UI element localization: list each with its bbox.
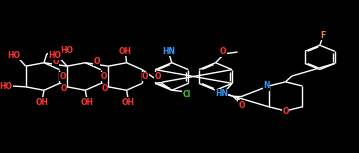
Text: N: N [264,82,270,90]
Text: OH: OH [122,98,135,107]
Text: O: O [59,72,66,81]
Text: Cl: Cl [182,90,191,99]
Text: HO: HO [49,51,62,60]
Text: F: F [321,30,326,39]
Text: HN: HN [163,47,176,56]
Text: O: O [142,72,148,81]
Text: O: O [94,57,100,66]
Text: O: O [101,84,108,93]
Text: OH: OH [36,98,49,107]
Text: O: O [52,57,59,66]
Text: O: O [101,72,107,81]
Text: HO: HO [60,46,73,55]
Text: O: O [155,72,161,81]
Text: OH: OH [119,47,132,56]
Text: O: O [282,107,289,116]
Text: O: O [238,101,245,110]
Text: O: O [60,84,67,93]
Text: O: O [220,47,227,56]
Text: OH: OH [80,98,94,107]
Text: HO: HO [8,51,20,60]
Text: HO: HO [0,82,12,91]
Text: HN: HN [215,89,228,98]
